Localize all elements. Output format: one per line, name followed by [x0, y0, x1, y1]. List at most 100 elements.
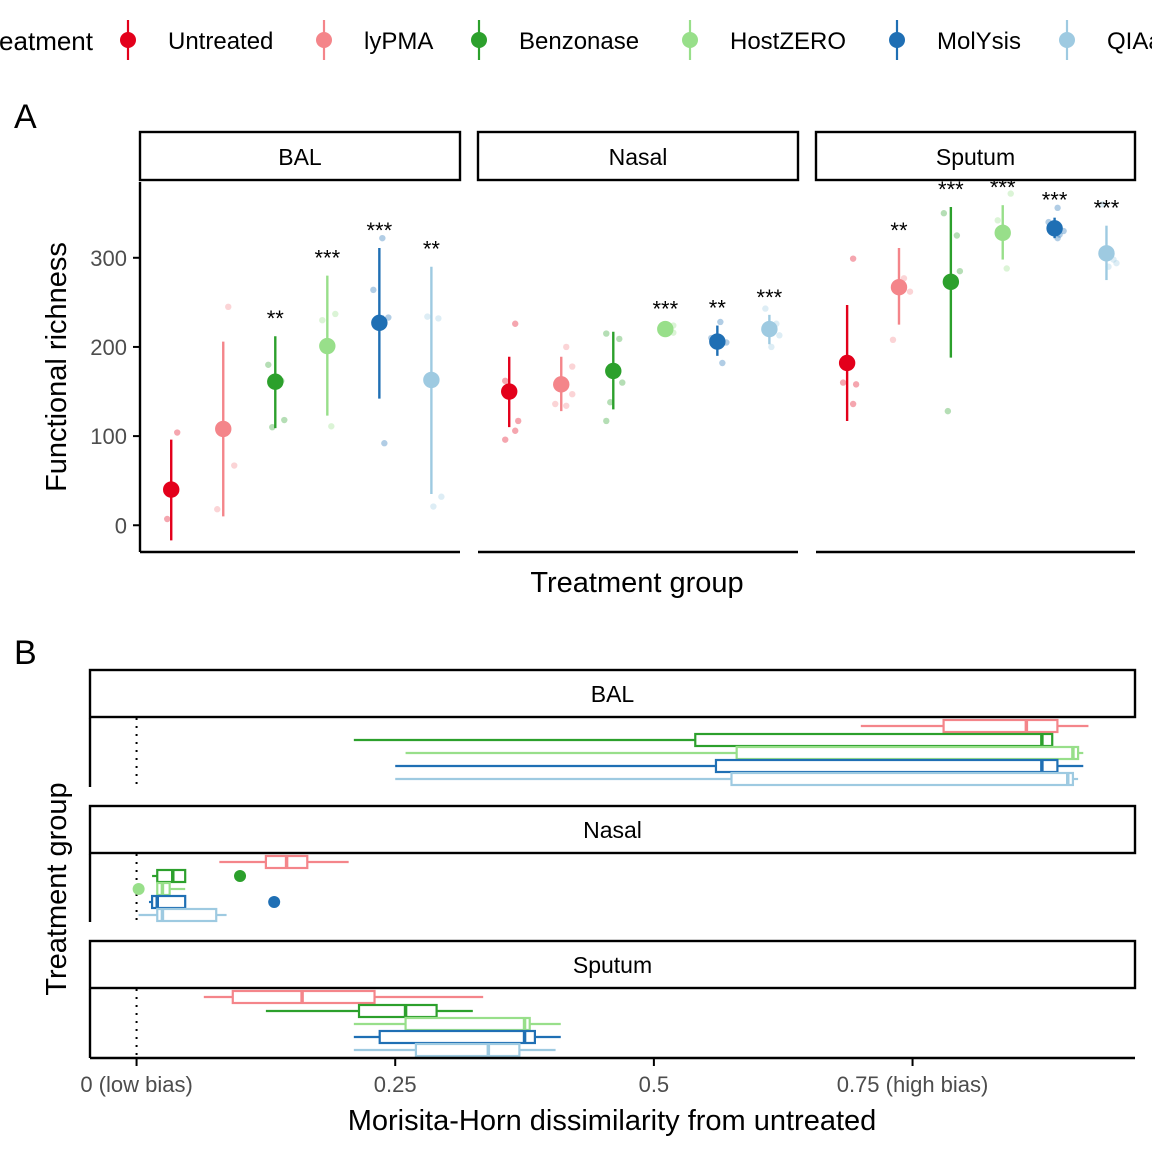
data-point	[607, 399, 614, 406]
data-point	[435, 315, 442, 322]
data-point	[164, 515, 171, 523]
data-point	[569, 390, 576, 398]
data-point	[512, 427, 519, 434]
mean-point	[163, 481, 180, 498]
data-point	[502, 436, 509, 443]
x-tick-label: 0.25	[374, 1072, 417, 1097]
facet-strip-label: Sputum	[936, 144, 1015, 170]
mean-point	[838, 354, 856, 372]
legend-key-dot	[682, 32, 698, 48]
legend-key-dot	[316, 32, 332, 48]
legend-label: lyPMA	[364, 28, 433, 55]
mean-point	[761, 320, 778, 338]
legend-label: Untreated	[168, 28, 273, 55]
significance-label: ***	[757, 285, 783, 310]
significance-label: ***	[1094, 196, 1120, 221]
data-point	[1113, 259, 1120, 267]
facet-strip	[476, 130, 800, 182]
box	[942, 718, 1059, 734]
legend: Treatment Untreated lyPMA Benzonase HostZER…	[0, 20, 1152, 60]
data-point	[174, 429, 181, 436]
data-point	[956, 267, 964, 275]
data-point	[1007, 190, 1014, 197]
mean-point	[501, 383, 518, 400]
y-tick-label: 0	[115, 513, 127, 538]
mean-point	[890, 279, 908, 296]
mean-point	[553, 376, 570, 393]
data-point	[717, 318, 724, 326]
significance-label: ***	[1042, 188, 1068, 213]
data-point	[385, 314, 392, 321]
data-point	[994, 217, 1001, 224]
legend-label: Benzonase	[519, 28, 639, 55]
facet-strip	[814, 130, 1137, 182]
facet-strip-label: BAL	[278, 144, 322, 170]
y-tick-label: 100	[90, 424, 127, 449]
data-point	[512, 320, 519, 327]
significance-label: **	[709, 296, 727, 321]
data-point	[616, 335, 623, 343]
legend-label: HostZERO	[730, 28, 846, 55]
data-point	[603, 417, 610, 425]
outlier-point	[234, 870, 247, 882]
facet-strip	[88, 804, 1137, 855]
data-point	[953, 232, 961, 239]
data-point	[1054, 234, 1061, 242]
data-point	[944, 407, 952, 415]
data-point	[768, 343, 775, 351]
facet-strip	[88, 939, 1137, 990]
y-axis-title: Treatment group	[41, 782, 73, 995]
data-point	[889, 336, 897, 344]
data-point	[214, 506, 221, 513]
significance-label: **	[423, 237, 441, 262]
significance-label: ***	[314, 246, 340, 271]
mean-point	[423, 371, 440, 389]
mean-point	[371, 314, 388, 332]
mean-point	[994, 224, 1011, 242]
x-axis-title: Treatment group	[530, 567, 743, 599]
significance-label: ***	[367, 218, 393, 243]
facet-strip-label: Nasal	[609, 144, 668, 170]
legend-key-dot	[1059, 32, 1075, 48]
data-point	[563, 402, 570, 409]
data-point	[619, 379, 626, 386]
facet-strip-label: Sputum	[573, 952, 652, 978]
outlier-point	[268, 896, 281, 908]
significance-label: **	[267, 306, 285, 331]
facet-strip	[88, 668, 1137, 719]
y-tick-label: 200	[90, 335, 127, 360]
data-point	[438, 493, 445, 500]
facet-strip	[138, 130, 462, 182]
data-point	[231, 462, 238, 469]
data-point	[424, 313, 431, 320]
data-point	[603, 330, 610, 337]
data-point	[1003, 265, 1010, 272]
facet-strip-label: Nasal	[583, 817, 642, 843]
data-point	[379, 234, 386, 242]
data-point	[381, 440, 388, 447]
legend-key-dot	[471, 32, 487, 48]
box	[357, 1003, 438, 1019]
mean-point	[657, 320, 674, 338]
data-point	[849, 255, 857, 262]
legend-title: Treatment	[0, 26, 94, 56]
data-point	[430, 503, 437, 510]
data-point	[563, 343, 570, 351]
legend-key-dot	[889, 32, 905, 48]
data-point	[1054, 204, 1061, 212]
panel-b: B BAL Nasal Sputum 0 (low bias) 0.25 0.5 0.75 …	[14, 634, 1137, 1137]
data-point	[776, 332, 783, 339]
data-point	[569, 363, 576, 370]
mean-point	[605, 362, 622, 380]
data-point	[281, 416, 288, 424]
significance-label: **	[890, 218, 908, 243]
x-tick-label: 0.75 (high bias)	[837, 1072, 989, 1097]
data-point	[762, 305, 769, 312]
data-point	[839, 379, 847, 386]
mean-point	[267, 373, 284, 390]
data-point	[319, 316, 326, 324]
data-point	[552, 400, 559, 408]
facet-strip-label: BAL	[591, 681, 635, 707]
mean-point	[1046, 220, 1063, 237]
